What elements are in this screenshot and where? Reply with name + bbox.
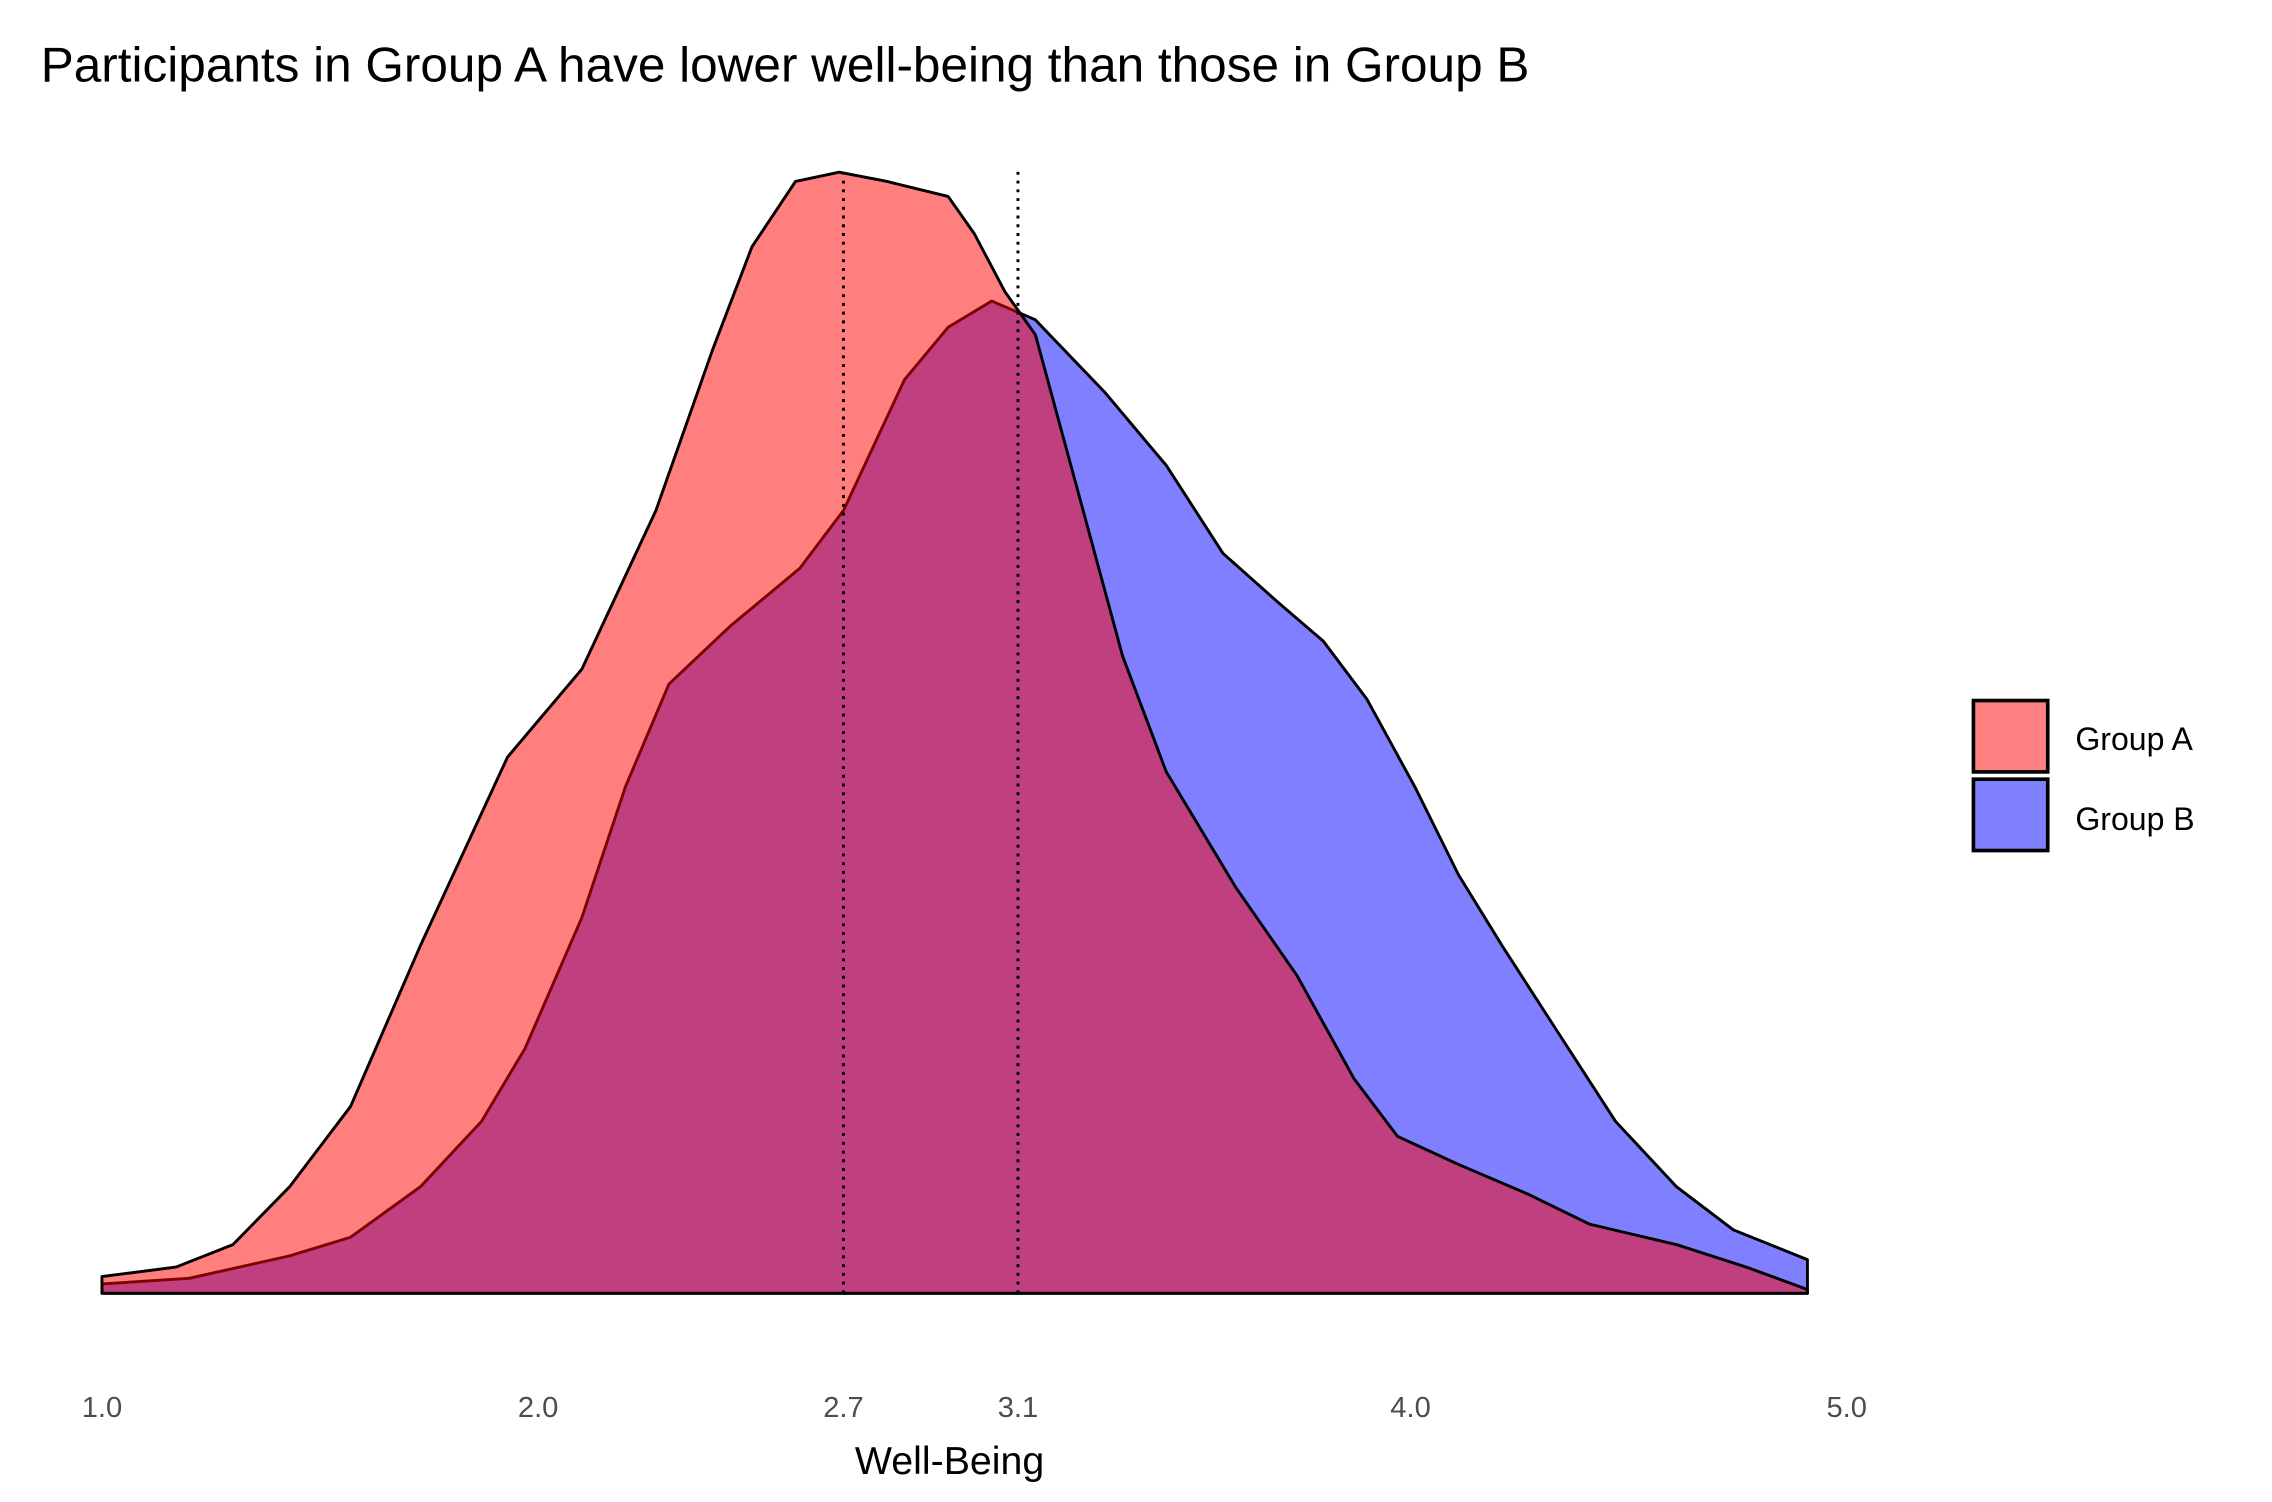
- x-axis-label: Well-Being: [855, 1439, 1044, 1483]
- legend-label-group-b: Group B: [2075, 801, 2194, 837]
- legend-swatch-group-a: [1971, 698, 2050, 774]
- density-area-group-a: [100, 170, 1809, 1295]
- x-tick-label: 5.0: [1826, 1392, 1866, 1424]
- chart-title: Participants in Group A have lower well-…: [41, 38, 1530, 93]
- legend-swatch-group-b: [1971, 777, 2050, 853]
- plot-area: [100, 170, 1809, 1295]
- legend-label-group-a: Group A: [2075, 721, 2193, 757]
- x-tick-label: 2.0: [518, 1392, 558, 1424]
- x-axis-ticks: 1.0 2.0 2.7 3.1 4.0 5.0: [82, 1392, 1867, 1424]
- legend[interactable]: Group A Group B: [1971, 698, 2195, 853]
- x-tick-label: 3.1: [998, 1392, 1038, 1424]
- x-tick-label: 2.7: [823, 1392, 863, 1424]
- x-tick-label: 1.0: [82, 1392, 122, 1424]
- x-tick-label: 4.0: [1390, 1392, 1430, 1424]
